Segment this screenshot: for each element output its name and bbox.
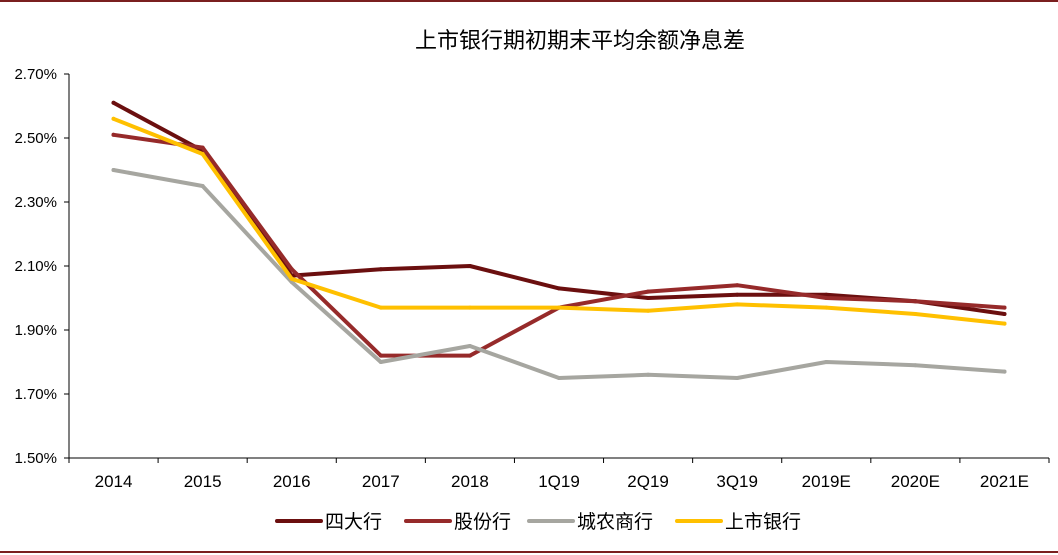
data-point xyxy=(467,344,472,348)
x-tick-label: 2015 xyxy=(184,472,222,491)
data-point xyxy=(467,264,472,268)
y-axis-ticks: 1.50% 1.70% 1.90% 2.10% 2.30% 2.50% 2.70% xyxy=(14,66,69,467)
x-axis-ticks: 2014 2015 2016 2017 2018 1Q19 2Q19 3Q19 2019E 202… xyxy=(68,458,1050,491)
data-point xyxy=(378,360,383,364)
data-point xyxy=(467,353,472,358)
data-point xyxy=(1002,369,1007,374)
data-point xyxy=(824,292,829,297)
data-point xyxy=(111,132,116,137)
series-line-2 xyxy=(111,132,1007,358)
data-point xyxy=(111,116,116,121)
x-tick-label: 1Q19 xyxy=(538,472,580,491)
data-point xyxy=(557,376,561,380)
data-point xyxy=(1002,321,1007,326)
data-point xyxy=(289,267,294,272)
y-tick-label: 2.30% xyxy=(14,194,57,211)
x-tick-label: 2014 xyxy=(95,472,133,491)
x-tick-label: 2018 xyxy=(451,472,489,491)
data-point xyxy=(200,145,205,150)
data-point xyxy=(913,363,918,368)
data-point xyxy=(913,312,918,316)
data-point xyxy=(111,100,116,105)
x-tick-label: 3Q19 xyxy=(716,472,758,491)
y-tick-label: 1.50% xyxy=(14,450,57,467)
data-point xyxy=(646,289,651,294)
x-tick-label: 2Q19 xyxy=(627,472,669,491)
y-tick-label: 2.10% xyxy=(14,258,57,275)
legend-label: 城农商行 xyxy=(577,511,653,533)
data-point xyxy=(824,360,829,364)
y-tick-label: 1.90% xyxy=(14,322,57,339)
data-point xyxy=(824,296,829,300)
data-point xyxy=(1002,312,1007,316)
series-line-3 xyxy=(111,168,1007,380)
x-tick-label: 2016 xyxy=(273,472,311,491)
data-point xyxy=(111,168,116,172)
data-point xyxy=(735,283,740,288)
y-tick-label: 2.50% xyxy=(14,130,57,147)
data-point xyxy=(200,184,205,188)
data-point xyxy=(735,302,740,307)
x-tick-label: 2021E xyxy=(980,472,1029,491)
data-point xyxy=(824,305,829,310)
x-tick-label: 2017 xyxy=(362,472,400,491)
chart-title: 上市银行期初期末平均余额净息差 xyxy=(415,29,745,54)
bottom-border xyxy=(0,551,1058,553)
data-point xyxy=(378,353,383,358)
data-point xyxy=(200,152,205,156)
legend-label: 上市银行 xyxy=(725,511,801,533)
data-point xyxy=(646,308,651,313)
series-lines xyxy=(111,100,1007,380)
data-point xyxy=(467,305,472,310)
x-tick-label: 2019E xyxy=(802,472,851,491)
data-point xyxy=(735,376,740,380)
data-point xyxy=(735,292,740,297)
data-point xyxy=(557,286,561,291)
series-line-4 xyxy=(111,116,1007,326)
x-tick-label: 2020E xyxy=(891,472,940,491)
data-point xyxy=(378,305,383,310)
legend-label: 四大行 xyxy=(325,511,382,533)
y-tick-label: 1.70% xyxy=(14,386,57,403)
legend-label: 股份行 xyxy=(454,511,511,533)
data-point xyxy=(646,372,651,377)
data-point xyxy=(557,305,561,310)
data-point xyxy=(1002,305,1007,310)
legend: 四大行 股份行 城农商行 上市银行 xyxy=(275,511,801,533)
data-point xyxy=(913,299,918,304)
data-point xyxy=(646,296,651,300)
data-point xyxy=(378,267,383,272)
y-tick-label: 2.70% xyxy=(14,66,57,83)
data-point xyxy=(289,276,294,281)
top-border xyxy=(0,0,1058,2)
